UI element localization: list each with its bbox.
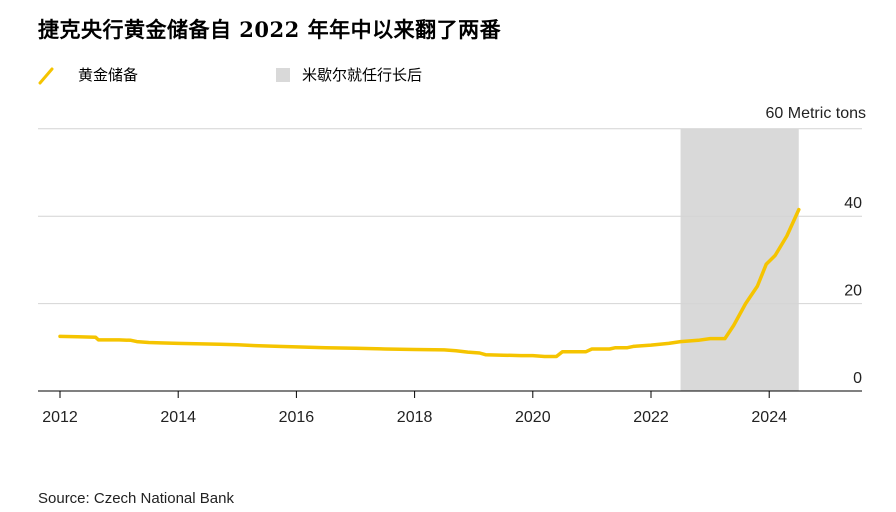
x-tick-label-2014: 2014 — [160, 409, 196, 426]
legend-line-icon — [38, 67, 54, 84]
legend-item-gold: 黄金储备 — [38, 64, 138, 85]
y-unit-label: 60 Metric tons — [766, 105, 866, 122]
legend: 黄金储备 米歇尔就任行长后 — [38, 64, 638, 90]
chart-title: 捷克央行黄金储备自 2022 年年中以来翻了两番 — [38, 17, 502, 42]
line-chart: 2012 2014 2016 2018 2020 2022 2024 0 20 40 60 Metr… — [38, 105, 866, 426]
source-note: Source: Czech National Bank — [38, 490, 234, 507]
legend-label-period: 米歇尔就任行长后 — [302, 66, 423, 84]
shaded-period — [680, 128, 799, 392]
legend-label-gold: 黄金储备 — [78, 66, 139, 84]
x-tick-label-2018: 2018 — [397, 409, 433, 426]
series-line-gold-reserves — [58, 207, 801, 359]
x-tick-label-2024: 2024 — [751, 409, 787, 426]
legend-swatch-icon — [276, 67, 290, 82]
x-tick-label-2016: 2016 — [279, 409, 315, 426]
y-tick-label-40: 40 — [844, 195, 862, 212]
legend-item-period: 米歇尔就任行长后 — [276, 64, 422, 85]
x-tick-label-2012: 2012 — [42, 409, 78, 426]
x-tick-label-2022: 2022 — [633, 409, 669, 426]
y-tick-label-0: 0 — [853, 370, 862, 387]
y-tick-label-20: 20 — [844, 283, 862, 300]
x-tick-label-2020: 2020 — [515, 409, 551, 426]
